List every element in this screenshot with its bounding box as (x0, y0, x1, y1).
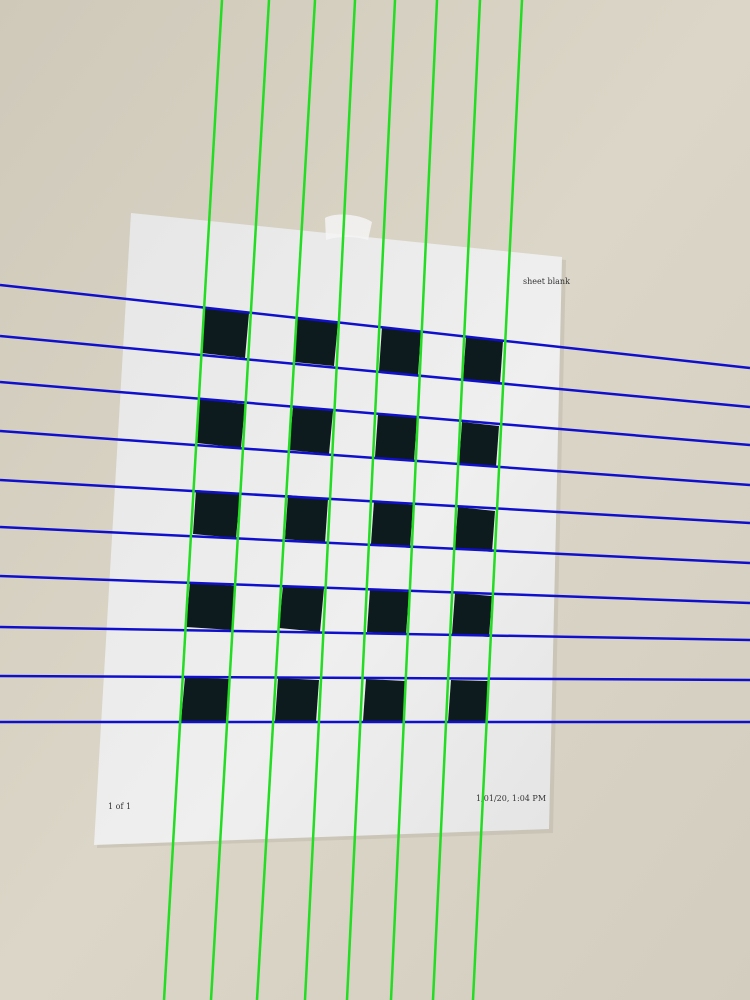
checker-square (193, 490, 240, 538)
vertical-line (303, 0, 357, 1000)
checker-square (181, 677, 229, 722)
checker-square (371, 501, 413, 548)
checker-square (375, 414, 417, 461)
checker-square (452, 593, 492, 637)
checker-square (294, 318, 338, 366)
horizontal-line (0, 674, 750, 682)
vertical-line (255, 0, 317, 1000)
vertical-line (389, 0, 439, 1000)
sheet-header-text: sheet blank (523, 277, 570, 286)
checkerboard-squares (181, 308, 503, 722)
vertical-overlay-lines (162, 0, 524, 1000)
checker-square (186, 582, 236, 630)
tape-mark (325, 214, 372, 240)
horizontal-line (0, 334, 750, 409)
checker-square (289, 407, 333, 454)
paper-sheet: sheet blank 1 of 1 1/01/20, 1:04 PM (94, 213, 570, 848)
checker-square (463, 337, 503, 384)
sheet-footer-left: 1 of 1 (108, 802, 131, 811)
checker-square (459, 422, 499, 467)
checker-square (367, 589, 409, 635)
vertical-line (431, 0, 482, 1000)
checker-square (455, 507, 495, 552)
horizontal-line (0, 625, 750, 642)
checker-square (285, 495, 328, 543)
horizontal-overlay-lines (0, 283, 750, 724)
vertical-line (471, 0, 524, 1000)
horizontal-line (0, 429, 750, 487)
horizontal-line (0, 283, 750, 370)
checker-square (201, 308, 249, 358)
horizontal-line (0, 574, 750, 605)
vertical-line (345, 0, 397, 1000)
checker-square (448, 680, 488, 722)
checker-square (363, 679, 405, 722)
checker-square (275, 678, 319, 722)
checker-square (197, 399, 245, 448)
checker-square (279, 585, 324, 632)
checker-square (379, 327, 421, 375)
horizontal-line (0, 525, 750, 565)
horizontal-line (0, 478, 750, 525)
vertical-line (162, 0, 224, 1000)
vertical-line (209, 0, 271, 1000)
sheet-footer-right: 1/01/20, 1:04 PM (476, 794, 546, 803)
